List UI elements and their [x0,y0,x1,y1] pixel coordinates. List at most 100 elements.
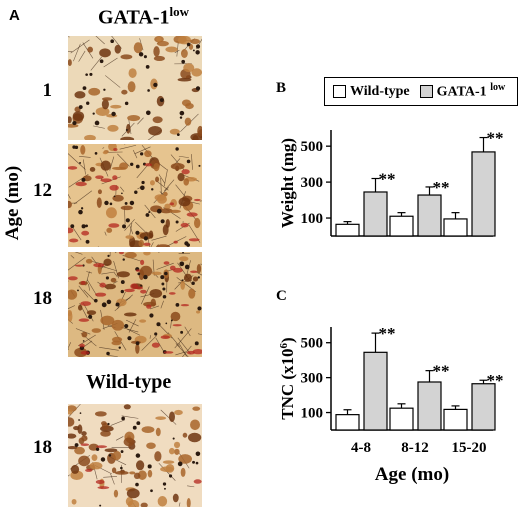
fiber-strand [181,345,192,357]
stained-cell [129,471,136,475]
nucleus-dot [168,474,173,478]
stained-cell [68,417,75,427]
red-stain [135,269,141,272]
stained-cell [84,134,96,140]
x-tick-label: 15-20 [452,440,487,456]
stained-cell [97,189,102,195]
y-tick-label: 300 [301,371,324,387]
red-stain [118,252,124,255]
age-row-12: 12 [33,180,52,201]
red-stain [95,479,105,485]
stained-cell [155,416,167,420]
stained-cell [159,208,173,214]
nucleus-dot [179,261,185,267]
nucleus-dot [124,201,128,205]
stained-cell [192,276,199,282]
fiber-strand [149,305,160,310]
stained-cell [127,499,140,507]
stained-cell [138,269,145,281]
stained-cell [151,271,162,276]
y-axis-label: TNC (x106) [278,337,297,419]
red-stain [192,348,202,355]
nucleus-dot [86,101,90,105]
nucleus-dot [195,50,200,55]
stained-cell [170,162,185,170]
stained-cell [126,488,140,499]
panel-a-letter: A [9,7,20,24]
nucleus-dot [195,451,201,457]
nucleus-dot [104,200,109,206]
nucleus-dot [107,422,110,426]
nucleus-dot [172,437,175,440]
y-tick-label: 500 [301,336,324,352]
stained-cell [114,470,129,475]
nucleus-dot [109,202,113,206]
stained-cell [157,40,169,47]
red-stain [96,445,108,449]
red-stain [80,350,90,355]
nucleus-dot [77,289,79,292]
stained-cell [104,448,118,453]
stained-cell [183,178,190,186]
fiber-strand [74,190,93,205]
fiber-strand [113,272,118,277]
y-axis-label: Weight (mg) [278,138,297,228]
red-stain [74,264,84,267]
nucleus-dot [82,86,87,91]
fiber-strand [70,39,90,54]
stained-cell [101,99,109,110]
nucleus-dot [85,239,90,244]
stained-cell [156,244,170,247]
stained-cell [95,107,110,116]
nucleus-dot [79,412,82,414]
stained-cell [78,304,83,311]
nucleus-dot [125,128,128,132]
nucleus-dot [135,341,140,346]
stained-cell [177,36,192,45]
stained-cell [100,430,111,437]
nucleus-dot [164,487,166,490]
stained-cell [112,450,122,461]
bar-gata-1 [417,381,442,431]
nucleus-dot [78,105,83,109]
stained-cell [128,68,137,78]
panel-letter-c: C [276,288,287,304]
nucleus-dot [132,425,137,430]
stained-cell [125,235,134,239]
fiber-strand [99,346,119,351]
nucleus-dot [186,159,191,164]
fiber-strand [93,125,105,129]
stained-cell [153,55,166,62]
nucleus-dot [175,220,179,224]
stained-cell [155,427,161,437]
stained-cell [89,462,103,470]
nucleus-dot [130,162,134,166]
stained-cell [77,424,83,434]
nucleus-dot [149,313,154,318]
fiber-strand [68,193,71,199]
stained-cell [74,446,85,455]
nucleus-dot [192,460,196,464]
stained-cell [94,411,107,417]
nucleus-dot [181,59,186,64]
significance-mark: ** [433,178,450,197]
red-stain [95,292,107,297]
stained-cell [81,435,88,442]
red-stain [172,324,182,327]
stained-cell [72,111,85,122]
stained-cell [104,283,116,290]
nucleus-dot [120,280,125,284]
fiber-strand [197,333,202,336]
micrograph-gata-18mo [68,252,202,357]
y-tick-label: 100 [301,406,324,422]
legend: Wild-type GATA-1 low [324,77,518,106]
stained-cell [140,502,148,507]
nucleus-dot [162,294,167,299]
age-row-18-wt: 18 [33,437,52,458]
stained-cell [177,77,192,82]
stained-cell [96,197,102,209]
stained-cell [197,125,202,137]
y-tick-label: 100 [301,211,324,227]
stained-cell [89,167,96,172]
red-stain [186,350,195,355]
